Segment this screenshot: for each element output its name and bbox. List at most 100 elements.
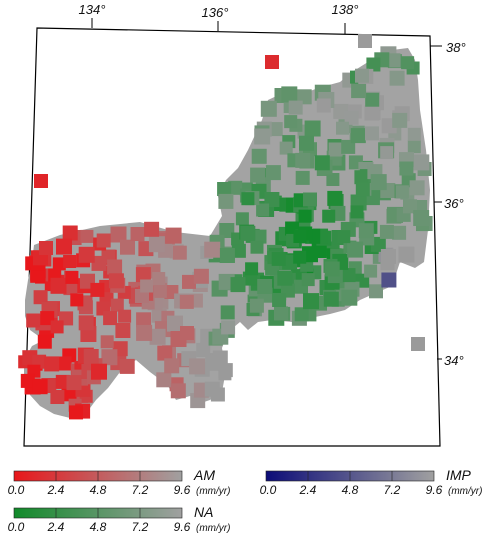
station-marker bbox=[52, 257, 66, 271]
station-marker bbox=[379, 224, 394, 239]
station-marker bbox=[37, 334, 52, 349]
station-marker bbox=[399, 161, 414, 176]
station-marker bbox=[316, 98, 331, 113]
station-marker bbox=[44, 356, 60, 372]
station-marker bbox=[299, 135, 314, 151]
station-marker bbox=[34, 174, 48, 188]
station-marker bbox=[403, 199, 417, 214]
station-marker bbox=[144, 221, 160, 237]
station-marker bbox=[288, 100, 303, 115]
station-marker bbox=[364, 264, 378, 278]
station-marker bbox=[295, 170, 310, 185]
station-marker bbox=[135, 267, 151, 283]
station-marker bbox=[204, 241, 221, 258]
station-marker bbox=[265, 165, 281, 181]
station-marker bbox=[148, 236, 165, 253]
station-marker bbox=[20, 373, 35, 388]
station-marker bbox=[39, 241, 53, 255]
station-marker bbox=[354, 170, 369, 185]
station-marker bbox=[303, 293, 319, 310]
colorbar-am-name: AM bbox=[193, 467, 215, 483]
colorbar-na-tick-0: 0.0 bbox=[8, 520, 25, 534]
station-marker bbox=[401, 56, 415, 70]
station-marker bbox=[62, 225, 78, 241]
station-marker bbox=[398, 246, 415, 263]
colorbar-am-tick-4: 9.6 bbox=[174, 483, 191, 497]
station-marker bbox=[395, 185, 409, 199]
station-marker bbox=[336, 121, 349, 135]
colorbar-na-tick-1: 2.4 bbox=[47, 520, 65, 534]
station-marker bbox=[108, 273, 124, 289]
longitude-labels: 134° 136° 138° bbox=[79, 2, 359, 34]
station-marker bbox=[389, 70, 405, 86]
station-marker bbox=[107, 259, 123, 275]
colorbar-am-unit: (mm/yr) bbox=[196, 486, 230, 497]
colorbar-am-tick-3: 7.2 bbox=[132, 483, 149, 497]
station-marker bbox=[218, 193, 234, 209]
station-marker bbox=[392, 225, 407, 240]
station-marker bbox=[100, 335, 114, 349]
station-marker bbox=[350, 205, 364, 219]
station-marker bbox=[251, 148, 267, 164]
station-marker bbox=[341, 268, 356, 283]
lon-label-136: 136° bbox=[202, 5, 229, 20]
station-marker bbox=[364, 105, 380, 121]
station-marker bbox=[392, 112, 408, 128]
station-marker bbox=[96, 233, 111, 248]
station-marker bbox=[149, 328, 166, 345]
colorbar-na-unit: (mm/yr) bbox=[196, 523, 230, 534]
station-marker bbox=[219, 248, 235, 263]
station-marker bbox=[380, 249, 396, 264]
station-marker bbox=[91, 255, 107, 271]
station-marker bbox=[103, 311, 118, 326]
station-marker bbox=[120, 239, 135, 255]
station-marker bbox=[152, 272, 166, 285]
station-marker bbox=[296, 89, 312, 105]
station-marker bbox=[196, 342, 211, 357]
station-marker bbox=[26, 313, 41, 328]
station-marker bbox=[193, 268, 209, 284]
station-marker bbox=[110, 298, 124, 312]
station-marker bbox=[210, 387, 225, 402]
station-marker bbox=[407, 127, 421, 141]
station-marker bbox=[370, 174, 387, 191]
station-marker bbox=[63, 255, 77, 268]
station-marker bbox=[91, 363, 107, 380]
station-marker bbox=[279, 141, 293, 155]
station-marker bbox=[323, 291, 339, 307]
colorbar-am-tick-2: 4.8 bbox=[90, 483, 107, 497]
station-marker bbox=[413, 154, 430, 171]
station-marker bbox=[355, 68, 369, 83]
station-marker bbox=[250, 240, 264, 254]
station-marker bbox=[351, 83, 367, 99]
station-marker bbox=[78, 315, 94, 331]
station-marker bbox=[69, 405, 83, 420]
station-marker bbox=[304, 120, 321, 137]
lon-label-138: 138° bbox=[332, 2, 359, 17]
station-marker bbox=[281, 86, 298, 103]
station-marker bbox=[156, 372, 172, 388]
station-marker bbox=[407, 140, 421, 154]
station-marker bbox=[167, 315, 183, 332]
station-marker bbox=[56, 238, 72, 255]
station-marker bbox=[136, 312, 152, 328]
station-marker bbox=[189, 358, 206, 375]
colorbar-am-tick-0: 0.0 bbox=[8, 483, 25, 497]
station-marker bbox=[221, 320, 236, 335]
colorbar-imp-tick-3: 7.2 bbox=[384, 483, 401, 497]
station-marker bbox=[70, 293, 84, 307]
station-marker bbox=[254, 128, 271, 145]
station-marker bbox=[50, 277, 67, 294]
station-marker bbox=[328, 142, 343, 157]
station-marker bbox=[231, 243, 246, 258]
latitude-labels: 38° 36° 34° bbox=[430, 40, 466, 368]
colorbar-imp-unit: (mm/yr) bbox=[448, 486, 482, 497]
station-marker bbox=[219, 223, 235, 238]
station-marker bbox=[249, 298, 264, 313]
station-marker bbox=[386, 53, 401, 68]
station-marker bbox=[413, 210, 430, 226]
station-marker bbox=[164, 358, 180, 374]
station-marker bbox=[212, 350, 228, 366]
station-marker bbox=[369, 284, 383, 299]
